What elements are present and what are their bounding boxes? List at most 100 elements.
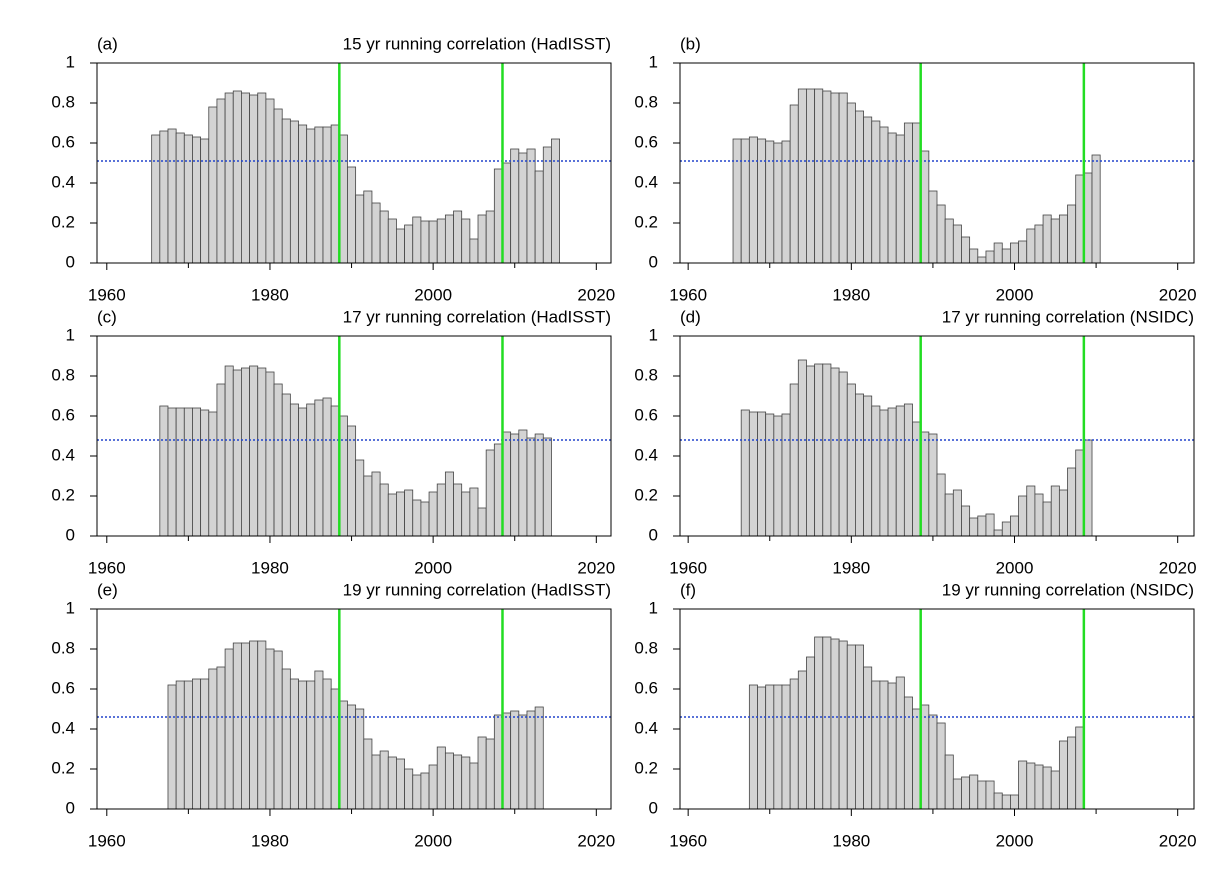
bar (822, 90, 832, 264)
y-tick-label: 0 (66, 252, 75, 271)
bar (387, 218, 397, 264)
y-tick-label: 1 (649, 52, 658, 71)
bar (961, 505, 971, 537)
panel-label: (f) (680, 580, 696, 599)
bar (863, 666, 873, 810)
bar (1026, 762, 1036, 810)
bar (740, 138, 750, 264)
bar (151, 134, 161, 264)
y-tick-label: 0.6 (634, 405, 658, 424)
bar (928, 433, 938, 537)
bar (542, 146, 552, 264)
x-tick-label: 1960 (88, 285, 126, 304)
y-tick-label: 0.4 (51, 718, 75, 737)
x-tick-label: 2020 (577, 558, 615, 577)
bar (903, 403, 913, 537)
x-tick-label: 1980 (251, 285, 289, 304)
bar (757, 686, 767, 810)
bar (789, 383, 799, 537)
bar (773, 415, 783, 537)
y-tick-label: 0.2 (634, 485, 658, 504)
bar (469, 762, 479, 810)
x-tick-label: 2020 (1159, 831, 1197, 850)
bar (765, 684, 775, 810)
bar (257, 640, 267, 810)
bar (879, 409, 889, 537)
bar (200, 409, 210, 537)
bar (265, 648, 275, 810)
panel-label: (c) (97, 307, 117, 326)
bar (1050, 485, 1060, 537)
bar (757, 411, 767, 537)
y-tick-label: 0.8 (634, 92, 658, 111)
x-tick-label: 2000 (414, 285, 452, 304)
bar (1034, 224, 1044, 264)
bar (1026, 485, 1036, 537)
bar (748, 411, 758, 537)
bar (765, 413, 775, 537)
bar (485, 210, 495, 264)
y-tick-label: 1 (649, 325, 658, 344)
bar (534, 433, 544, 537)
bar (542, 437, 552, 537)
y-tick-label: 0.2 (51, 485, 75, 504)
bar (306, 403, 316, 537)
bar (355, 194, 365, 264)
bar (822, 636, 832, 810)
bar (1067, 204, 1077, 264)
bar (224, 365, 234, 537)
bar (1042, 214, 1052, 264)
y-tick-label: 0.6 (634, 678, 658, 697)
bar (175, 680, 185, 810)
y-tick-label: 0.8 (51, 365, 75, 384)
bar (289, 403, 299, 537)
bar (1034, 493, 1044, 537)
bar (765, 140, 775, 264)
y-tick-label: 1 (66, 325, 75, 344)
x-tick-label: 2000 (414, 558, 452, 577)
bar (830, 367, 840, 537)
bar (855, 393, 864, 537)
bar (420, 220, 430, 264)
bar (208, 106, 218, 264)
bar (830, 638, 840, 810)
bar (436, 483, 446, 537)
bar (387, 756, 397, 810)
bar (232, 90, 242, 264)
bar (265, 371, 275, 537)
bar (1026, 228, 1036, 264)
bar (781, 413, 791, 537)
bar (183, 680, 193, 810)
bar (1018, 760, 1028, 810)
bar (298, 407, 308, 537)
plot-frame (679, 62, 1195, 264)
y-tick-label: 0.4 (634, 172, 658, 191)
x-tick-label: 1980 (251, 558, 289, 577)
bar (257, 367, 267, 537)
panel-title: 17 yr running correlation (HadISST) (343, 307, 611, 326)
panel-label: (b) (680, 34, 701, 53)
y-tick-label: 1 (649, 598, 658, 617)
bar (781, 140, 791, 264)
bar (748, 684, 758, 810)
bar (192, 678, 202, 810)
y-tick-label: 0 (649, 525, 658, 544)
panel-label: (d) (680, 307, 701, 326)
bar (167, 407, 177, 537)
panel-title: 17 yr running correlation (NSIDC) (942, 307, 1194, 326)
bar (175, 132, 185, 264)
bar (1001, 248, 1011, 264)
bar (510, 433, 520, 537)
y-tick-label: 0.2 (634, 212, 658, 231)
bar (895, 676, 905, 810)
y-tick-label: 0.6 (51, 678, 75, 697)
bar (1058, 214, 1068, 264)
bar (510, 148, 520, 264)
bar (993, 792, 1003, 810)
bar (969, 774, 979, 810)
bar (208, 668, 218, 810)
y-tick-label: 0.4 (634, 445, 658, 464)
bar (200, 678, 210, 810)
y-tick-label: 0.4 (51, 172, 75, 191)
bar (232, 369, 242, 537)
